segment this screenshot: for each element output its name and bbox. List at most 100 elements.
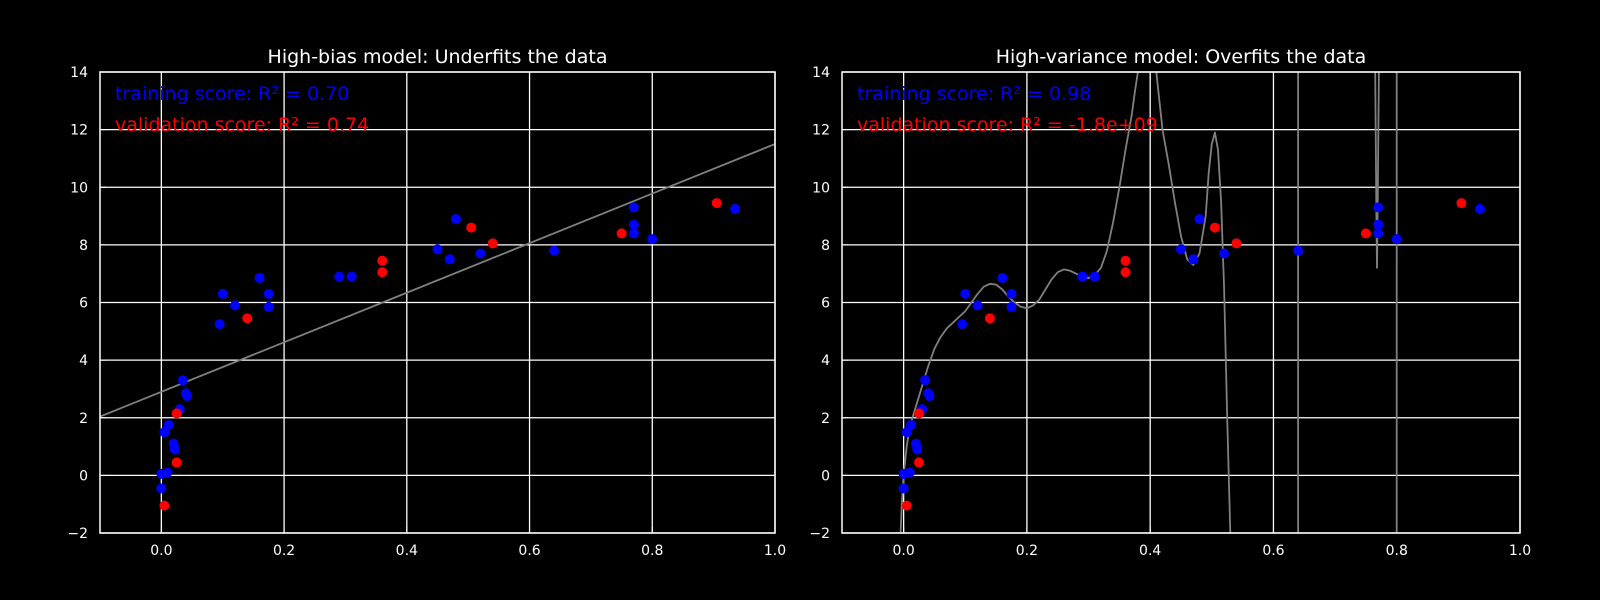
validation-point xyxy=(159,500,170,511)
fit-curve-segment xyxy=(1155,72,1232,533)
training-point xyxy=(254,273,265,284)
training-point xyxy=(1474,203,1485,214)
y-tick-label: 14 xyxy=(812,65,830,81)
chart-title: High-variance model: Overfits the data xyxy=(996,46,1367,68)
x-tick-label: 1.0 xyxy=(1509,543,1531,559)
training-point xyxy=(475,248,486,259)
training-point xyxy=(1293,245,1304,256)
y-tick-label: 6 xyxy=(821,296,830,312)
training-point xyxy=(162,467,173,478)
training-point xyxy=(960,288,971,299)
y-tick-label: −2 xyxy=(809,526,830,542)
training-point xyxy=(1089,271,1100,282)
training-point xyxy=(549,245,560,256)
y-tick-label: 12 xyxy=(812,123,830,139)
training-point xyxy=(901,427,912,438)
training-point xyxy=(906,419,917,430)
validation-point xyxy=(377,255,388,266)
training-point xyxy=(1391,234,1402,245)
training-point xyxy=(444,254,455,265)
validation-score-label: validation score: R² = 0.74 xyxy=(115,114,369,136)
y-tick-label: 12 xyxy=(70,123,88,139)
training-score-label: training score: R² = 0.98 xyxy=(857,83,1091,105)
training-point xyxy=(1077,271,1088,282)
training-point xyxy=(628,202,639,213)
training-point xyxy=(957,319,968,330)
training-point xyxy=(230,300,240,311)
training-score-label: training score: R² = 0.70 xyxy=(115,83,349,105)
training-point xyxy=(628,228,639,239)
training-point xyxy=(924,391,935,402)
x-tick-label: 0.8 xyxy=(641,543,663,559)
chart-title: High-bias model: Underfits the data xyxy=(268,46,608,68)
fit-curve-segment xyxy=(899,72,1139,533)
axes-frame xyxy=(841,71,1521,534)
training-point xyxy=(214,319,225,330)
validation-point xyxy=(487,238,498,249)
fit-group xyxy=(899,72,1398,533)
validation-point xyxy=(1209,222,1220,233)
training-point xyxy=(177,375,188,386)
validation-point xyxy=(1231,238,1242,249)
training-point xyxy=(898,483,909,494)
x-tick-label: 0.6 xyxy=(518,543,540,559)
training-point xyxy=(163,419,174,430)
x-tick-label: 0.4 xyxy=(396,543,418,559)
y-tick-label: 4 xyxy=(821,353,830,369)
validation-point xyxy=(616,228,627,239)
training-point xyxy=(904,467,915,478)
training-point xyxy=(912,444,923,455)
validation-point xyxy=(1456,198,1467,209)
training-point xyxy=(432,244,443,255)
training-point xyxy=(217,288,228,299)
fit-line xyxy=(100,143,775,418)
training-point xyxy=(450,213,461,224)
training-point xyxy=(1194,213,1205,224)
training-point xyxy=(1006,301,1017,312)
fit-curve-segment xyxy=(1374,72,1380,269)
x-tick-label: 0.8 xyxy=(1386,543,1408,559)
x-tick-label: 0.6 xyxy=(1262,543,1284,559)
y-tick-label: 2 xyxy=(821,411,830,427)
y-tick-label: 8 xyxy=(821,238,830,254)
training-point xyxy=(263,288,274,299)
training-point xyxy=(1006,288,1017,299)
validation-point xyxy=(171,408,182,419)
chart-high-bias: 0.0 0.2 0.4 0.6 0.8 1.0 −2 0 2 4 6 8 10 12 14 High-bias… xyxy=(67,46,786,559)
training-point xyxy=(159,427,170,438)
training-point xyxy=(628,219,639,230)
x-tick-label: 0.2 xyxy=(273,543,295,559)
y-tick-label: −2 xyxy=(67,526,88,542)
training-point xyxy=(730,203,741,214)
training-point xyxy=(156,483,167,494)
chart-high-variance: 0.0 0.2 0.4 0.6 0.8 1.0 −2 0 2 4 6 8 10 12 14 High-vari… xyxy=(809,46,1531,559)
training-point xyxy=(1373,219,1384,230)
training-point xyxy=(972,300,983,311)
validation-point xyxy=(171,457,182,468)
validation-point xyxy=(901,500,912,511)
training-point xyxy=(334,271,345,282)
validation-point xyxy=(1120,255,1131,266)
validation-point xyxy=(984,313,995,324)
fit-group xyxy=(100,143,775,418)
x-tick-label: 0.4 xyxy=(1139,543,1161,559)
training-point xyxy=(647,234,658,245)
validation-point xyxy=(914,408,925,419)
training-point xyxy=(1176,244,1186,255)
validation-point xyxy=(914,457,925,468)
training-point xyxy=(263,301,274,312)
training-point xyxy=(182,391,193,402)
training-point xyxy=(1188,254,1199,265)
y-tick-label: 14 xyxy=(70,65,88,81)
y-tick-label: 10 xyxy=(812,180,830,196)
validation-point xyxy=(242,313,253,324)
axes-frame xyxy=(99,71,776,534)
x-tick-label: 1.0 xyxy=(764,543,786,559)
training-point xyxy=(920,375,931,386)
y-tick-label: 2 xyxy=(79,411,88,427)
training-point xyxy=(997,273,1008,284)
validation-score-label: validation score: R² = -1.8e+09 xyxy=(857,114,1158,136)
validation-point xyxy=(1120,267,1131,278)
y-tick-label: 10 xyxy=(70,180,88,196)
